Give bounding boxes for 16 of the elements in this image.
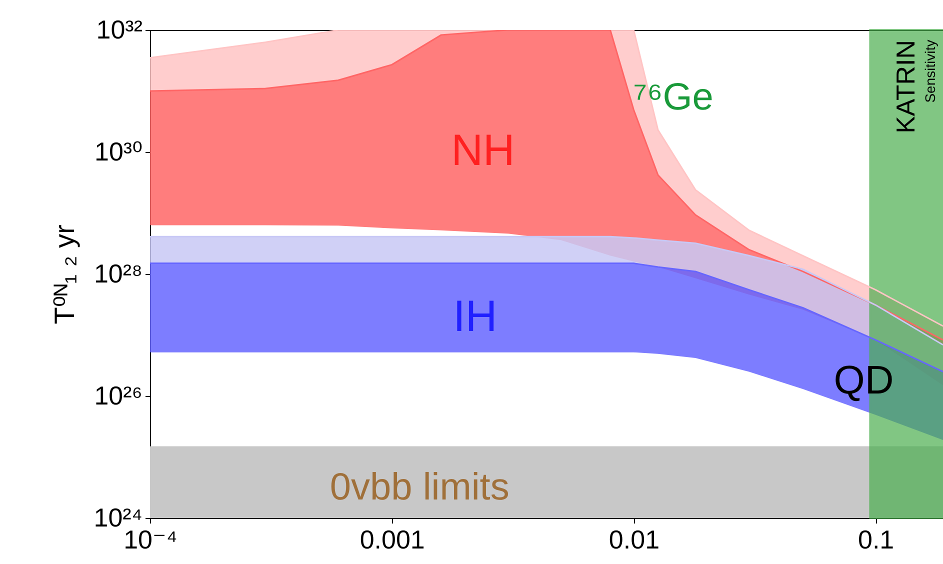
y-axis-title: T⁰ᴺ₁ ₂ yr — [48, 224, 80, 324]
annotation: IH — [453, 292, 498, 341]
y-tick-label: 10³² — [96, 14, 143, 44]
y-tick-label: 10³⁰ — [94, 136, 142, 166]
annotation: ⁷⁶Ge — [633, 76, 714, 118]
x-tick-label: 10⁻⁴ — [124, 524, 178, 554]
x-tick-label: 0.1 — [858, 524, 894, 554]
x-tick-label: 0.001 — [360, 524, 425, 554]
annotation: Sensitivity — [922, 40, 938, 103]
x-tick-label: 0.01 — [608, 524, 660, 554]
annotation: QD — [834, 358, 894, 402]
annotation: NH — [451, 126, 515, 175]
annotation: 0vbb limits — [330, 466, 510, 509]
band-label: KATRIN — [890, 40, 921, 134]
y-tick-label: 10²⁶ — [94, 380, 142, 410]
y-tick-label: 10²⁸ — [94, 258, 142, 288]
